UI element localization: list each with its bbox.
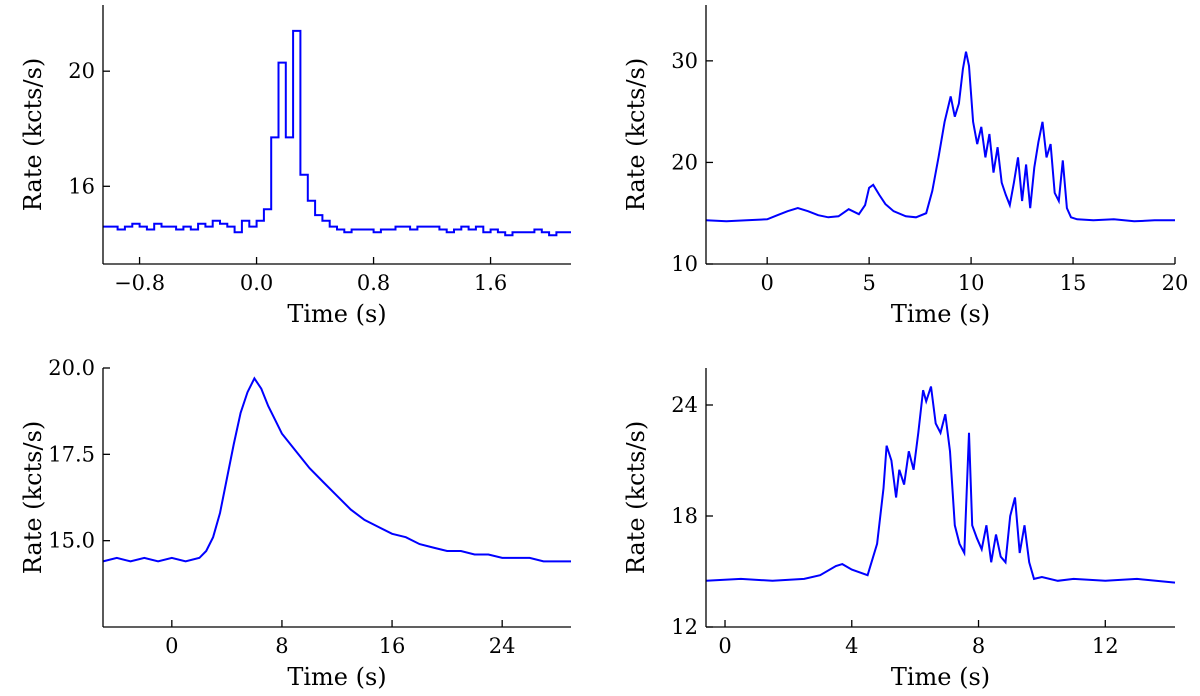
chart-top-right-x-tick-label: 0: [760, 271, 773, 295]
chart-top-right-x-tick-label: 20: [1162, 271, 1189, 295]
chart-bottom-right-x-tick-label: 0: [718, 634, 731, 658]
chart-top-right-x-tick-label: 5: [862, 271, 875, 295]
chart-top-right-x-tick-label: 15: [1060, 271, 1087, 295]
chart-top-left-x-tick-label: −0.8: [114, 271, 165, 295]
chart-bottom-left: 0 8 16 24 15.0 17.5 20.0 Time (s) Rate (kcts/s): [19, 356, 571, 691]
chart-top-left-y-tick-label: 20: [68, 59, 95, 83]
chart-bottom-left-x-tick-label: 8: [275, 634, 288, 658]
chart-top-right-y-tick-label: 20: [671, 150, 698, 174]
chart-bottom-right-x-tick-label: 8: [972, 634, 985, 658]
chart-bottom-left-y-tick-label: 17.5: [48, 442, 95, 466]
chart-bottom-left-y-axis-label: Rate (kcts/s): [19, 421, 47, 574]
chart-top-left-series-line: [103, 29, 571, 237]
chart-top-left: −0.8 0.0 0.8 1.6 16 20 Time (s) Rate (kcts/s): [19, 5, 571, 328]
chart-bottom-right-x-axis-label: Time (s): [891, 663, 990, 691]
chart-bottom-right-y-tick-label: 12: [671, 615, 698, 639]
chart-top-right: 0 5 10 15 20 10 20 30 Time (s) Rate (kcts/s): [622, 5, 1188, 328]
chart-bottom-left-x-tick-label: 0: [165, 634, 178, 658]
chart-bottom-left-y-tick-label: 15.0: [48, 529, 95, 553]
chart-bottom-left-x-axis-label: Time (s): [287, 663, 386, 691]
chart-bottom-right-y-axis-label: Rate (kcts/s): [622, 421, 650, 574]
chart-top-left-x-tick-label: 1.6: [474, 271, 507, 295]
chart-bottom-right-y-tick-label: 18: [671, 504, 698, 528]
chart-bottom-left-y-tick-label: 20.0: [48, 356, 95, 380]
chart-top-left-y-tick-label: 16: [68, 174, 95, 198]
chart-bottom-right-x-tick-label: 12: [1092, 634, 1119, 658]
chart-top-right-y-axis-label: Rate (kcts/s): [622, 58, 650, 211]
chart-top-left-x-tick-label: 0.8: [357, 271, 390, 295]
chart-top-right-y-tick-label: 10: [671, 252, 698, 276]
chart-bottom-right-x-tick-label: 4: [845, 634, 858, 658]
chart-top-left-x-axis-label: Time (s): [287, 300, 386, 328]
chart-bottom-right-series-line: [705, 386, 1176, 584]
chart-top-right-y-tick-label: 30: [671, 49, 698, 73]
chart-bottom-right: 0 4 8 12 12 18 24 Time (s) Rate (kcts/s): [622, 368, 1176, 691]
chart-bottom-right-y-tick-label: 24: [671, 393, 698, 417]
chart-top-left-x-tick-label: 0.0: [240, 271, 273, 295]
chart-top-right-series-line: [705, 51, 1175, 223]
chart-bottom-left-x-tick-label: 24: [489, 634, 516, 658]
chart-top-left-y-axis-label: Rate (kcts/s): [19, 58, 47, 211]
chart-bottom-left-x-tick-label: 16: [379, 634, 406, 658]
chart-bottom-left-series-line: [102, 376, 571, 563]
chart-top-right-x-tick-label: 10: [958, 271, 985, 295]
chart-top-right-x-axis-label: Time (s): [891, 300, 990, 328]
